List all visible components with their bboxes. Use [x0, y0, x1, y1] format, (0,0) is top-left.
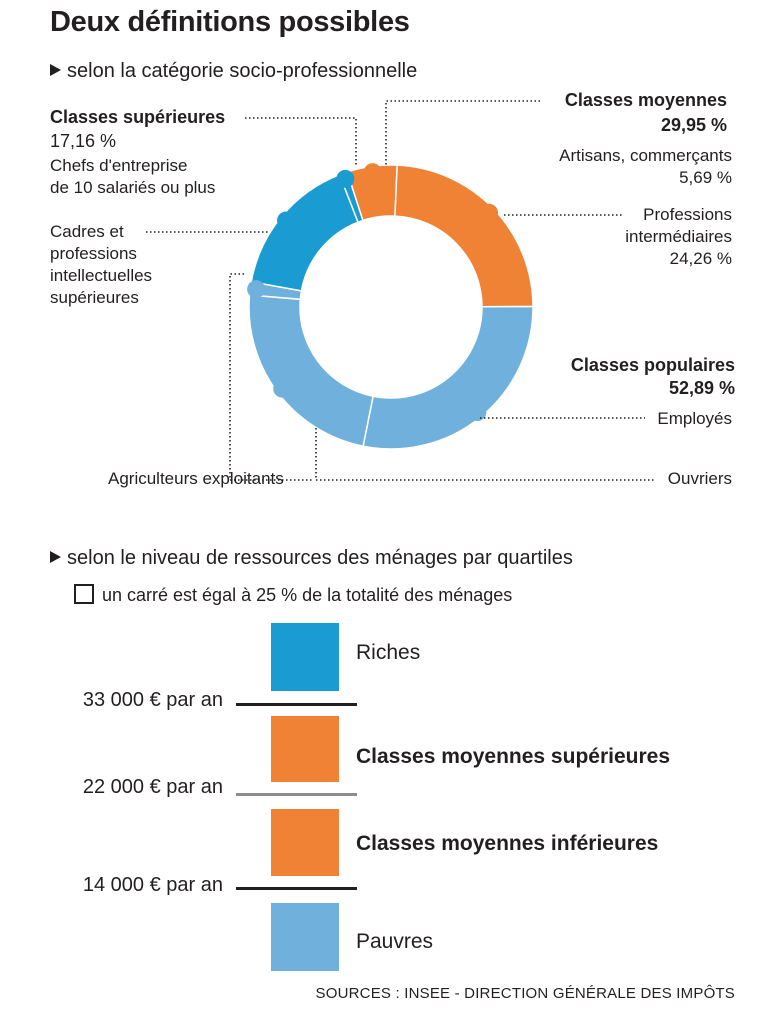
segment-dot-6: [336, 169, 355, 188]
quartile-square-riches: [271, 623, 339, 691]
label-cadres-line3: intellectuelles: [50, 266, 153, 285]
triangle-bullet-icon: [50, 63, 61, 76]
section-ressources-heading: selon le niveau de ressources des ménage…: [50, 547, 573, 570]
value-artisans: 5,69 %: [679, 168, 732, 187]
segment-dot-3: [273, 379, 292, 398]
threshold-rule-33000: [236, 703, 357, 706]
quartile-label-moyennes-inferieures: Classes moyennes inférieures: [356, 832, 659, 855]
sources-note: SOURCES : INSEE - DIRECTION GÉNÉRALE DES…: [315, 985, 735, 1002]
label-chefs-line1: Chefs d'entreprise: [50, 156, 188, 175]
section-csp-label: selon la catégorie socio-professionnelle: [67, 60, 418, 82]
donut-segment-2: [362, 305, 534, 450]
quartile-label-moyennes-superieures: Classes moyennes supérieures: [356, 745, 670, 768]
quartile-legend-text: un carré est égal à 25 % de la totalité …: [102, 585, 513, 605]
quartile-square-moyennes-superieures: [271, 716, 339, 782]
donut-segment-3: [248, 294, 374, 448]
quartile-square-moyennes-inferieures: [271, 809, 339, 876]
value-classes-superieures: 17,16 %: [50, 131, 117, 151]
label-cadres-line4: supérieures: [50, 288, 139, 307]
quartile-square-pauvres: [271, 903, 339, 971]
donut-segment-1: [394, 164, 534, 308]
threshold-rule-14000: [236, 887, 357, 890]
label-employes: Employés: [657, 409, 732, 428]
segment-dot-2: [468, 403, 487, 422]
label-cadres-line2: professions: [50, 244, 137, 263]
quartile-legend: un carré est égal à 25 % de la totalité …: [74, 584, 513, 606]
segment-dot-1: [480, 203, 499, 222]
segment-dot-5: [277, 211, 296, 230]
label-agriculteurs: Agriculteurs exploitants: [108, 469, 284, 488]
threshold-label-14000: 14 000 € par an: [82, 874, 223, 896]
section-csp-heading: selon la catégorie socio-professionnelle: [50, 60, 417, 83]
triangle-bullet-icon: [50, 550, 61, 563]
label-ouvriers: Ouvriers: [667, 469, 732, 488]
threshold-label-22000: 22 000 € par an: [82, 776, 223, 798]
value-professions: 24,26 %: [669, 249, 732, 268]
threshold-rule-22000: [236, 793, 357, 796]
value-classes-populaires: 52,89 %: [668, 378, 735, 398]
quartile-label-pauvres: Pauvres: [356, 930, 434, 953]
label-professions-line1: Professions: [643, 205, 732, 224]
label-classes-moyennes: Classes moyennes: [564, 90, 727, 110]
segment-dots: [247, 163, 499, 422]
label-professions-line2: intermédiaires: [625, 227, 732, 246]
leader-moyennes: [385, 100, 540, 165]
label-chefs-line2: de 10 salariés ou plus: [50, 178, 216, 197]
label-classes-superieures: Classes supérieures: [50, 107, 226, 127]
leader-chefs: [245, 117, 357, 166]
quartile-label-riches: Riches: [356, 641, 421, 664]
square-legend-icon: [74, 584, 94, 605]
segment-dot-4: [247, 280, 266, 299]
threshold-label-33000: 33 000 € par an: [82, 689, 223, 711]
section-ressources-label: selon le niveau de ressources des ménage…: [67, 547, 573, 569]
leader-lines: [146, 100, 654, 481]
leader-agriculteurs: [229, 273, 312, 481]
segment-dot-0: [363, 163, 382, 182]
label-cadres-line1: Cadres et: [50, 222, 124, 241]
page-title: Deux définitions possibles: [50, 6, 410, 38]
donut-chart: [146, 100, 654, 481]
value-classes-moyennes: 29,95 %: [660, 115, 727, 135]
label-artisans: Artisans, commerçants: [559, 146, 732, 165]
leader-ouvriers: [315, 428, 654, 481]
label-classes-populaires: Classes populaires: [570, 355, 735, 375]
